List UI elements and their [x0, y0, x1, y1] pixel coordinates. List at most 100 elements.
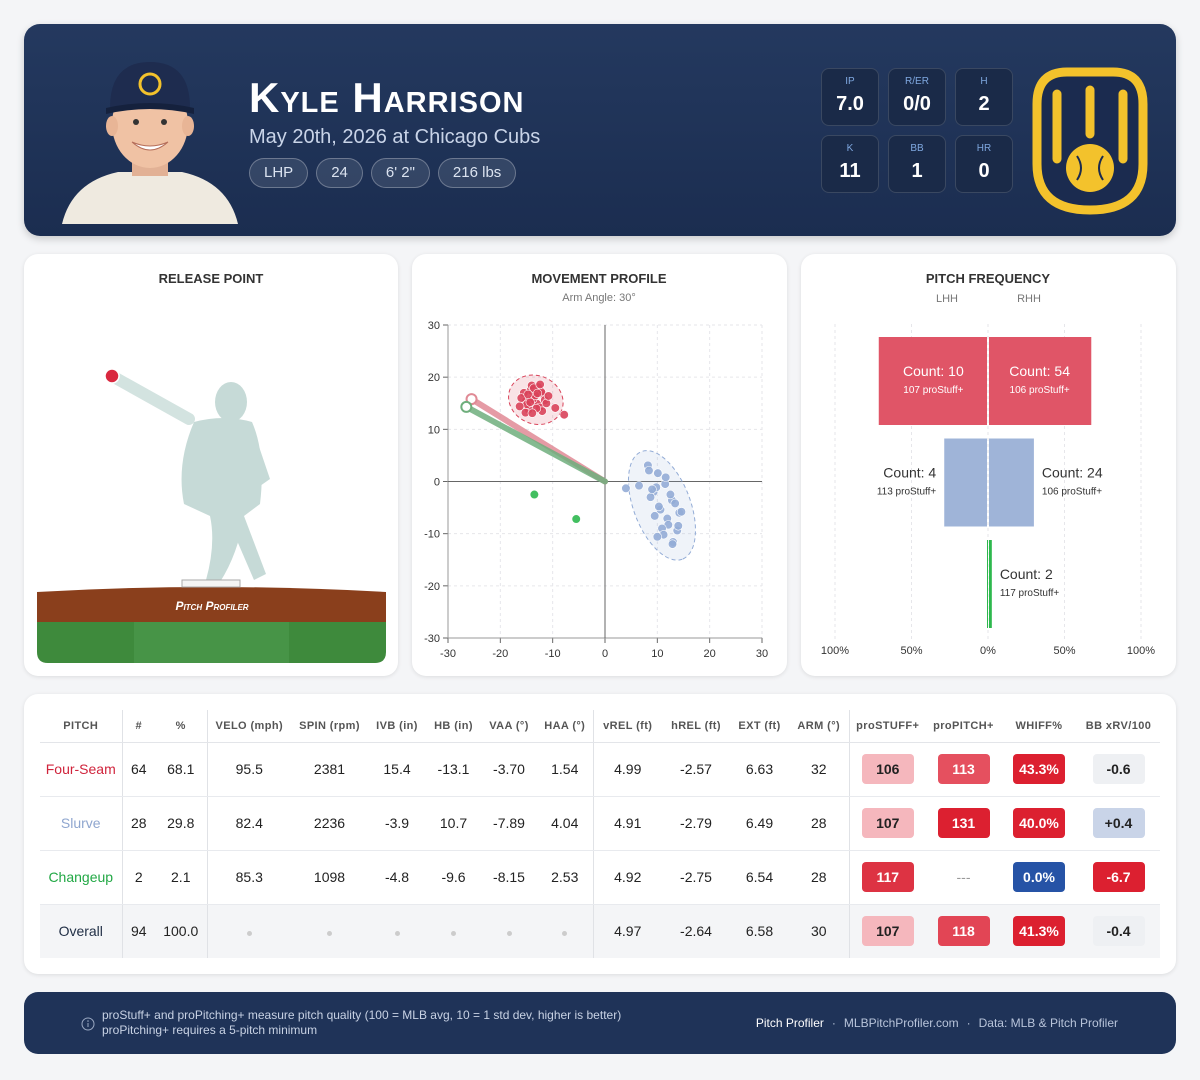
metric-badge: 0.0%: [1013, 862, 1065, 892]
footer-note: proStuff+ and proPitching+ measure pitch…: [102, 1008, 622, 1022]
empty-metric: ---: [956, 869, 971, 885]
table-cell: 4.99: [592, 742, 662, 797]
stat-label: K: [846, 143, 854, 154]
column-header: VELO (mph): [206, 710, 291, 743]
frequency-bar: [989, 540, 992, 628]
x-tick-label: 10: [651, 648, 663, 660]
x-tick-label: 0%: [980, 645, 996, 657]
table-cell: 2381: [291, 742, 368, 797]
arm-line: [463, 403, 608, 485]
column-header: vREL (ft): [592, 710, 662, 743]
chart-subtitle: Arm Angle: 30°: [562, 292, 636, 304]
x-tick-label: -30: [440, 648, 456, 660]
footer-brand: Pitch Profiler: [755, 1016, 824, 1030]
table-cell: 15.4: [368, 742, 426, 797]
team-logo: [1052, 85, 1128, 164]
pitch-point: [559, 410, 569, 420]
movement-chart: MOVEMENT PROFILE Arm Angle: 30° -30 -20 -10 0…: [424, 271, 768, 660]
player-photo: [133, 119, 139, 125]
table-cell: [206, 904, 291, 958]
table-cell: 40.0%: [1001, 796, 1077, 851]
table-cell: 28: [789, 796, 849, 851]
column-header: WHIFF%: [1001, 710, 1077, 743]
chart-title: MOVEMENT PROFILE: [531, 271, 666, 286]
table-cell: 2236: [291, 796, 368, 851]
pitch-row: Changeup 2 2.1 85.3 1098 -4.8 -9.6 -8.15 2.53 4.9…: [40, 850, 1160, 905]
table-cell: Overall: [40, 904, 122, 958]
count-label: Count: 4: [883, 465, 936, 481]
empty-dot: [394, 931, 400, 937]
movement-panel: MOVEMENT PROFILE Arm Angle: 30° -30 -20 -10 0…: [412, 254, 787, 676]
metric-badge: 131: [937, 808, 990, 838]
pitch-point: [652, 532, 662, 542]
pill: LHP: [249, 158, 309, 188]
separator: ·: [966, 1016, 971, 1030]
table-cell: 0.0%: [1001, 850, 1077, 905]
panel-title: RELEASE POINT: [159, 271, 264, 286]
team-logo: [1032, 67, 1148, 215]
stat-value: 2: [978, 93, 990, 115]
x-tick-label: 50%: [1053, 645, 1075, 657]
metric-badge: 106: [861, 754, 914, 784]
stat-value: 7.0: [836, 93, 864, 115]
stat-value: 0/0: [903, 93, 931, 115]
pitch-point: [673, 521, 683, 531]
stat-value: 0: [978, 160, 990, 182]
stuff-label: 107 proStuff+: [903, 385, 963, 396]
table-cell: 1.54: [537, 742, 593, 797]
info-icon: [81, 1017, 95, 1031]
table-cell: [481, 904, 537, 958]
table-cell: -2.64: [662, 904, 730, 958]
player-photo: [106, 103, 194, 114]
pitch-point: [523, 389, 533, 399]
header-row: PITCH #% VELO (mph) SPIN (rpm) IVB (in) HB (i…: [40, 710, 1160, 743]
arm: [106, 370, 195, 425]
pitch-point: [644, 465, 654, 476]
x-tick-label: -10: [545, 648, 561, 660]
footer-credits: Pitch Profiler · MLBPitchProfiler.com · …: [756, 1016, 1118, 1030]
pill: 6' 2": [370, 158, 430, 188]
metric-badge: 43.3%: [1013, 754, 1065, 784]
table-cell: Four-Seam: [40, 742, 122, 797]
frequency-bar: [989, 438, 1034, 527]
pitcher-figure: [181, 418, 262, 582]
x-tick-label: 20: [704, 648, 716, 660]
table-cell: 4.04: [537, 796, 593, 851]
stat-label: HR: [976, 143, 992, 154]
pitch-row: Overall 94 100.0 4.97 -2.64 6.58 30 107 118 41.3%…: [40, 904, 1160, 958]
frequency-bar: [989, 337, 1092, 425]
player-photo: [62, 172, 238, 224]
legend-label: LHH: [936, 293, 958, 305]
frequency-bar: [987, 540, 988, 628]
table-cell: -2.57: [662, 742, 730, 797]
player-photo: [106, 116, 118, 136]
release-dot: [104, 368, 120, 384]
footer: proStuff+ and proPitching+ measure pitch…: [24, 992, 1176, 1054]
stuff-label: 106 proStuff+: [1042, 487, 1102, 498]
y-tick-label: -20: [424, 581, 440, 593]
column-header: HB (in): [426, 710, 481, 743]
table-cell: 10.7: [426, 796, 481, 851]
table-cell: 85.3: [206, 850, 291, 905]
pitch-point: [525, 397, 535, 407]
table-cell: 4.92: [592, 850, 662, 905]
player-photo: [182, 116, 194, 136]
footer-source: Data: MLB & Pitch Profiler: [978, 1016, 1118, 1030]
info-icon: [87, 1020, 89, 1022]
pill-row: LHP 24 6' 2" 216 lbs: [249, 158, 517, 188]
table-cell: -8.15: [481, 850, 537, 905]
stat-box: K 11: [821, 135, 879, 193]
pitch-point: [515, 401, 525, 411]
footer-site: MLBPitchProfiler.com: [843, 1016, 959, 1030]
table-cell: 6.58: [730, 904, 789, 958]
x-tick-label: 30: [756, 648, 768, 660]
table-cell: 2.1: [155, 850, 207, 905]
y-tick-label: 0: [434, 477, 440, 489]
pitch-point: [647, 484, 657, 494]
table-cell: 30: [789, 904, 849, 958]
table-cell: Changeup: [40, 850, 122, 905]
player-photo: [110, 62, 190, 108]
stat-value: 11: [839, 160, 861, 182]
stat-box: HR 0: [955, 135, 1013, 193]
